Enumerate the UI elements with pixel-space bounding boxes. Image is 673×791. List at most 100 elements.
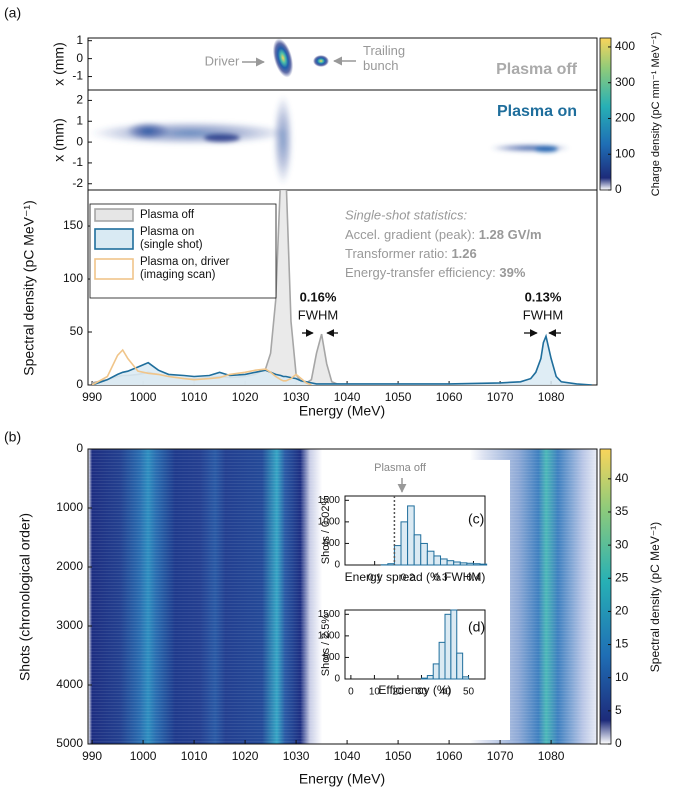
y-tick-label: -1 [72,155,83,169]
fwhm-value: 0.13% [525,289,562,304]
legend-label: Plasma off [140,209,195,221]
legend-label: Plasma on, driver (imaging scan) [140,256,230,281]
y-tick-label: 100 [63,271,83,285]
stats-value: 39% [499,265,525,280]
histogram-bar [432,663,440,680]
histogram-bar [407,505,415,566]
y-tick-label: 0 [76,377,83,391]
y-tick-label: 1500 [318,609,341,620]
y-tick-label: 1 [76,113,83,127]
x-tick-label: 50 [463,687,475,698]
colorbar-tick-label: 100 [615,146,635,160]
blob [204,134,240,142]
series-line [91,348,312,385]
y-tick-label: 500 [323,652,340,663]
y-axis-label: Shots (chronological order) [17,513,33,681]
x-tick-label: 1010 [181,749,208,763]
histogram-bar [387,563,395,566]
y-tick-label: 1500 [318,495,341,506]
legend-swatch [94,258,134,280]
histogram-bar [462,676,470,680]
y-tick-label: -2 [72,176,83,190]
y-tick-label: 0 [334,674,340,685]
colorbar [599,37,612,191]
y-tick-label: 4000 [56,677,83,691]
x-axis-label: Energy spread (% FWHM) [345,570,486,584]
x-tick-label: 1000 [130,390,157,404]
y-tick-label: 2 [76,93,83,107]
histogram-bar [426,675,434,680]
blob [490,144,570,152]
colorbar-tick-label: 40 [615,471,629,485]
trailing-blob [313,55,329,67]
histogram-bar [444,613,452,680]
colorbar-tick-label: 25 [615,570,629,584]
histogram-bar [450,609,458,680]
stats-label: Accel. gradient (peak): [345,227,479,242]
colorbar-label: Charge density (pC mm⁻¹ MeV⁻¹) [650,32,662,196]
stats-line: Transformer ratio: 1.26 [345,246,477,261]
histogram-bar [472,563,481,566]
x-tick-label: 1070 [487,749,514,763]
driver-blob [272,38,294,78]
y-tick-label: 0 [76,134,83,148]
x-tick-label: 1010 [181,390,208,404]
x-tick-label: 1070 [487,390,514,404]
x-tick-label: 990 [82,390,102,404]
y-axis-label: x (mm) [51,42,67,86]
annotation: Driver [205,53,240,68]
x-tick-label: 1050 [385,390,412,404]
histogram-bar [393,545,402,566]
panel-label: (b) [4,429,21,445]
x-tick-label: 0 [348,687,354,698]
panel-label: (a) [4,5,21,21]
y-tick-label: 1000 [56,500,83,514]
fwhm-unit: FWHM [523,307,563,322]
fwhm-unit: FWHM [298,307,338,322]
y-axis-label: Shots / 2.5% [320,614,332,677]
y-tick-label: 5000 [56,736,83,750]
blob [90,121,290,145]
plot-area [91,190,592,385]
x-axis-label: Energy (MeV) [299,771,385,787]
colorbar-tick-label: 400 [615,39,635,53]
y-tick-label: 1 [76,33,83,47]
series-line [91,333,592,385]
x-tick-label: 10 [369,687,381,698]
colorbar [599,448,612,745]
histogram-bar [459,562,468,566]
y-tick-label: 150 [63,218,83,232]
series-area [92,336,592,385]
legend-label: Plasma on (single shot) [140,226,203,251]
x-tick-label: 1060 [436,390,463,404]
x-tick-label: 1030 [283,390,310,404]
y-axis-label: x (mm) [51,118,67,162]
x-tick-label: 1040 [334,390,361,404]
stats-label: Energy-transfer efficiency: [345,265,499,280]
panel-title: Plasma on [497,103,577,120]
fwhm-value: 0.16% [300,289,337,304]
panel-label: (d) [468,619,485,635]
stats-line: Energy-transfer efficiency: 39% [345,265,526,280]
x-tick-label: 1040 [334,749,361,763]
histogram-bar [433,555,442,566]
y-tick-label: 500 [323,538,340,549]
axes-frame [344,609,486,680]
histogram-bar [413,534,422,566]
y-tick-label: 0 [334,560,340,571]
histogram-bar [440,558,448,566]
marker-label: Plasma off [374,462,427,474]
colorbar-tick-label: 15 [615,637,629,651]
x-tick-label: 0.3 [434,573,448,584]
x-tick-label: 1020 [232,390,259,404]
y-tick-label: 0 [76,51,83,65]
y-tick-label: 1000 [318,631,341,642]
colorbar-tick-label: 5 [615,703,622,717]
y-axis-label: Shots / 0.02% [320,496,332,565]
colorbar-tick-label: 35 [615,504,629,518]
y-tick-label: 3000 [56,618,83,632]
x-tick-label: 40 [439,687,451,698]
histogram-bar [446,560,455,566]
histogram-bar [426,550,435,566]
